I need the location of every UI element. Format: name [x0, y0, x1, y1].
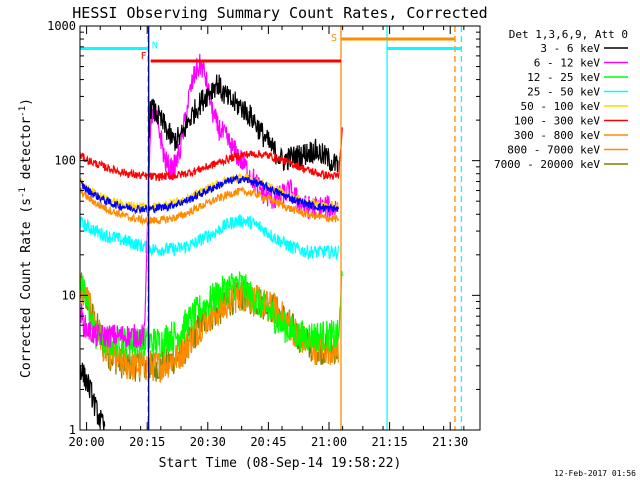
x-tick-label: 21:30 — [432, 435, 468, 449]
y-tick-label: 1000 — [47, 19, 76, 33]
ylabel-end: ) — [19, 98, 34, 106]
ylabel-sup2: -1 — [18, 106, 28, 117]
legend-label: 100 - 300 keV — [514, 115, 600, 128]
ylabel-mid: detector — [19, 117, 34, 188]
axes-ticks: 20:00 20:15 20:30 20:45 21:00 21:15 21:30 1 10 10… — [47, 19, 480, 449]
svg-text:Corrected Count Rate (s-1 dete: Corrected Count Rate (s-1 detector-1) — [18, 98, 34, 378]
interval-label-S: S — [331, 33, 337, 44]
series-line-5 — [79, 127, 343, 182]
legend-label: 7000 - 20000 keV — [494, 158, 600, 171]
series-line-0 — [79, 74, 339, 431]
legend-label: 800 - 7000 keV — [507, 144, 600, 157]
legend-label: 300 - 800 keV — [514, 129, 600, 142]
x-tick-label: 21:15 — [372, 435, 408, 449]
series-line-6 — [79, 185, 339, 226]
x-tick-label: 20:30 — [190, 435, 226, 449]
interval-label-N: N — [152, 41, 158, 52]
x-tick-label: 20:15 — [129, 435, 165, 449]
legend-title: Det 1,3,6,9, Att 0 — [509, 28, 628, 41]
series-line-2 — [79, 270, 343, 359]
y-tick-label: 10 — [62, 288, 76, 302]
chart-title: HESSI Observing Summary Count Rates, Cor… — [72, 4, 487, 22]
legend-label: 3 - 6 keV — [540, 42, 600, 55]
footer-timestamp: 12-Feb-2017 01:56 — [554, 469, 636, 478]
x-tick-label: 20:45 — [250, 435, 286, 449]
y-tick-label: 1 — [69, 423, 76, 437]
interval-label-F: F — [141, 51, 147, 62]
series-line-7 — [79, 274, 339, 383]
series-line-9 — [79, 173, 339, 215]
plot-frame — [79, 25, 481, 431]
ylabel-sup1: -1 — [18, 187, 28, 198]
x-tick-label: 20:00 — [69, 435, 105, 449]
ylabel-main: Corrected Count Rate (s — [19, 198, 34, 378]
legend-label: 12 - 25 keV — [527, 71, 600, 84]
plot-content: NF S — [79, 26, 463, 431]
legend-label: 50 - 100 keV — [521, 100, 601, 113]
x-tick-label: 21:00 — [311, 435, 347, 449]
series-line-3 — [79, 214, 339, 261]
y-axis-label: Corrected Count Rate (s-1 detector-1) — [18, 98, 34, 378]
y-tick-label: 100 — [54, 154, 76, 168]
legend-label: 6 - 12 keV — [534, 57, 601, 70]
legend-label: 25 - 50 keV — [527, 86, 600, 99]
x-axis-label: Start Time (08-Sep-14 19:58:22) — [159, 456, 402, 471]
